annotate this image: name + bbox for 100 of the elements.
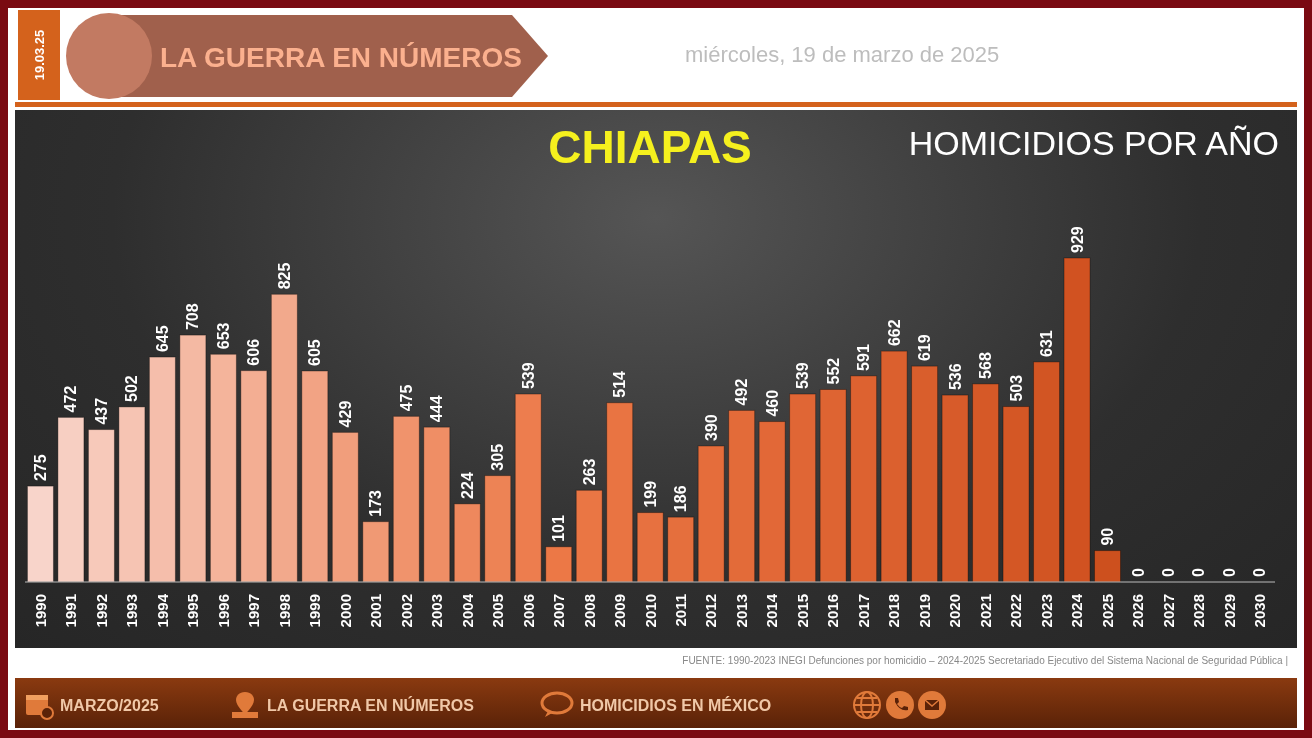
text: LA GUERRA EN NÚMEROS [160, 42, 522, 74]
bar [667, 516, 695, 583]
x-tick-label: 2004 [458, 593, 476, 628]
data-label: 0 [1220, 568, 1238, 577]
bar [697, 445, 725, 583]
data-label: 631 [1038, 330, 1056, 357]
bar [941, 394, 969, 583]
x-tick-label: 2016 [824, 594, 842, 628]
data-label: 275 [31, 454, 49, 482]
x-tick-label: 2027 [1159, 594, 1177, 628]
data-label: 503 [1007, 374, 1025, 402]
x-tick-label: 1994 [153, 593, 171, 628]
bar [148, 356, 176, 583]
data-label: 429 [336, 400, 354, 428]
bar [1094, 550, 1122, 583]
bar [728, 409, 756, 583]
data-label: 460 [763, 389, 781, 417]
x-tick-label: 2012 [702, 594, 720, 628]
data-label: 825 [275, 262, 293, 290]
x-tick-label: 1993 [123, 594, 141, 628]
x-tick-label: 2030 [1251, 594, 1269, 628]
x-tick-label: 2007 [550, 594, 568, 628]
data-label: 101 [550, 514, 568, 542]
x-tick-label: 1992 [92, 594, 110, 628]
bar [911, 365, 939, 583]
bar [484, 475, 512, 583]
data-label: 475 [397, 384, 415, 412]
data-label: 492 [733, 378, 751, 406]
x-tick-label: 2001 [367, 594, 385, 628]
x-tick-label: 2029 [1220, 594, 1238, 628]
x-tick-label: 2021 [976, 594, 994, 628]
data-label: 606 [245, 338, 263, 366]
bar [789, 393, 817, 583]
bar [514, 393, 542, 583]
x-tick-label: 2024 [1068, 593, 1086, 628]
x-tick-label: 2017 [854, 594, 872, 628]
x-tick-label: 2025 [1098, 594, 1116, 628]
data-label: 929 [1068, 226, 1086, 253]
bar [240, 370, 268, 583]
text: miércoles, 19 de marzo de 2025 [685, 42, 1000, 68]
bar [606, 402, 634, 583]
x-tick-label: 1991 [62, 594, 80, 628]
data-label: 514 [611, 370, 629, 398]
bar [57, 416, 85, 583]
x-tick-label: 2018 [885, 594, 903, 628]
data-label: 619 [916, 334, 934, 362]
data-label: 539 [519, 362, 537, 390]
data-label: 186 [672, 485, 690, 513]
x-tick-label: 2008 [580, 594, 598, 628]
x-tick-label: 2020 [946, 594, 964, 628]
x-tick-label: 2015 [793, 594, 811, 628]
x-tick-label: 1997 [245, 594, 263, 628]
data-label: 568 [977, 352, 995, 379]
data-label: 263 [580, 458, 598, 486]
data-label: 653 [214, 322, 232, 350]
data-label: 0 [1251, 568, 1269, 577]
x-tick-label: 1996 [214, 594, 232, 628]
data-label: 472 [62, 385, 80, 413]
x-tick-label: 2009 [611, 594, 629, 628]
x-tick-label: 2022 [1007, 594, 1025, 628]
data-label: 173 [367, 489, 385, 517]
bar [636, 512, 664, 583]
data-label: 444 [428, 395, 446, 423]
bar [575, 489, 603, 583]
x-tick-label: 2000 [336, 594, 354, 628]
data-label: 90 [1099, 527, 1117, 546]
data-label: 224 [458, 472, 476, 499]
data-label: 390 [702, 414, 720, 441]
bar [87, 429, 115, 583]
x-tick-label: 1990 [31, 594, 49, 628]
data-label: 662 [885, 319, 903, 347]
data-label: 437 [92, 397, 110, 425]
text: 19.03.25 [31, 29, 47, 81]
data-label: 502 [123, 375, 141, 402]
data-label: 536 [946, 363, 964, 391]
data-label: 199 [641, 480, 659, 508]
chart-subtitle: HOMICIDIOS POR AÑO [908, 124, 1279, 163]
x-tick-label: 1998 [275, 594, 293, 628]
text: HOMICIDIOS EN MÉXICO [580, 697, 772, 715]
bar [331, 431, 359, 583]
x-tick-label: 2019 [915, 594, 933, 628]
bar [179, 334, 207, 583]
bar [545, 546, 573, 583]
bar [270, 293, 298, 583]
x-tick-label: 2026 [1129, 594, 1147, 628]
bar [362, 521, 390, 583]
data-label: 708 [184, 303, 202, 331]
x-tick-label: 2014 [763, 593, 781, 628]
text: LA GUERRA EN NÚMEROS [267, 697, 474, 715]
x-tick-label: 2028 [1190, 594, 1208, 628]
bar [850, 375, 878, 583]
data-label: 539 [794, 362, 812, 390]
bar [972, 383, 1000, 583]
x-tick-label: 2003 [428, 594, 446, 628]
bar [118, 406, 146, 583]
bar [1002, 406, 1030, 583]
bar [880, 350, 908, 583]
bar [1033, 361, 1061, 583]
x-tick-label: 1995 [184, 594, 202, 628]
bar [392, 415, 420, 583]
